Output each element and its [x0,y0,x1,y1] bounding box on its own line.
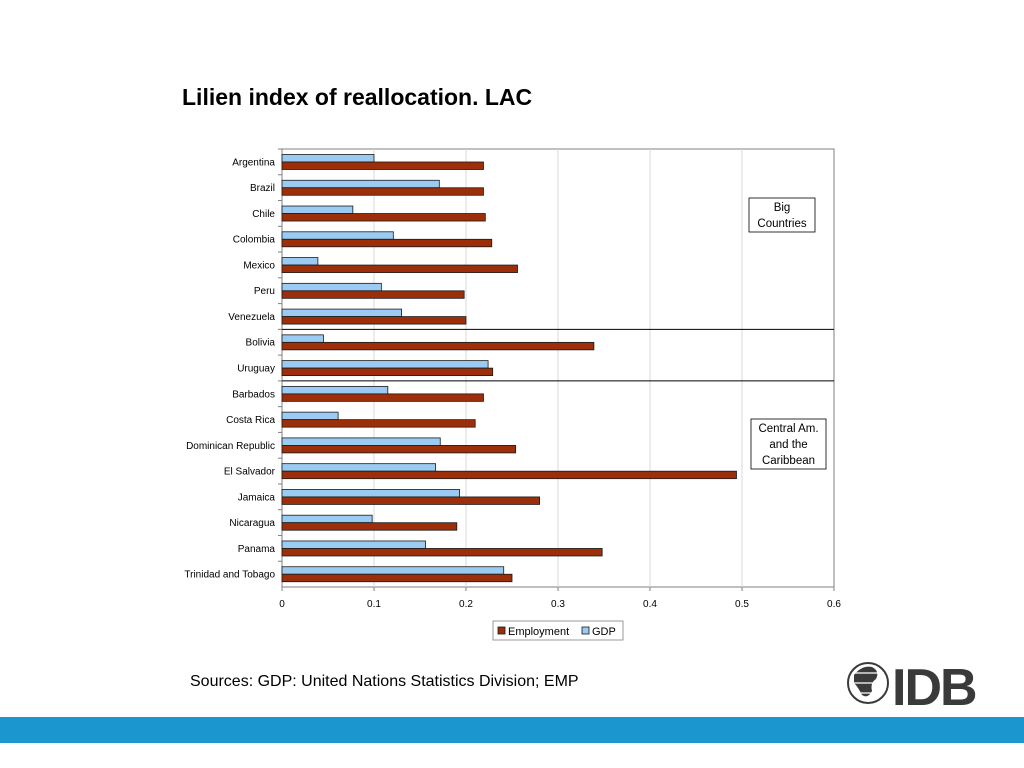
bar-gdp [281,437,441,446]
category-label: Brazil [250,183,275,194]
bar-gdp [281,231,394,240]
bar-employment [281,573,513,583]
bar-gdp [281,411,339,421]
bar-employment [281,264,518,273]
category-label: Argentina [232,157,275,168]
bar-gdp [281,154,375,163]
annotation-box [748,197,816,233]
group-dividers [282,328,834,382]
category-label: El Salvador [224,467,276,478]
bar-employment [281,187,484,196]
group-annotations: Big Countries Central Am. and the Caribbean [748,197,827,470]
bar-employment [281,341,595,351]
annotation-text: and the [769,439,807,451]
annotation-central-america-caribbean: Central Am. and the Caribbean [750,418,827,470]
bar-gdp [281,334,324,343]
tick-label: 0.6 [827,599,841,610]
bar-employment [281,445,517,454]
bar-employment [281,470,737,480]
bar-gdp [281,489,460,498]
category-label: Dominican Republic [186,441,275,452]
bar-gdp [281,540,426,549]
bar-employment [281,393,484,402]
tick-label: 0 [279,599,285,610]
legend-label-gdp: GDP [592,626,616,638]
category-label: Venezuela [228,312,275,323]
bar-gdp [281,514,373,524]
globe-icon [847,662,889,704]
bar-employment [281,290,465,299]
annotation-text: Central Am. [758,423,818,435]
logo-text: IDB [892,659,976,711]
bars [281,154,737,583]
category-label: Nicaragua [229,518,275,529]
bar-gdp [281,463,437,472]
x-axis-ticks: 0 0.1 0.2 0.3 0.4 0.5 0.6 [279,587,841,610]
category-label: Jamaica [238,492,276,503]
annotation-text: Countries [757,218,806,230]
bar-employment [281,316,467,325]
lilien-index-chart: Argentina Brazil Chile Colombia Mexico Peru Ve… [184,148,841,641]
category-label: Barbados [232,389,275,400]
legend-box [492,620,624,641]
category-label: Trinidad and Tobago [184,570,275,581]
bar-employment [281,496,541,505]
tick-label: 0.1 [367,599,381,610]
annotation-box [750,418,827,470]
bar-employment [281,161,484,170]
idb-logo: IDB [847,659,978,711]
footer-band [0,717,1024,743]
annotation-big-countries: Big Countries [748,197,816,233]
bar-employment [281,419,476,428]
category-label: Bolivia [246,338,276,349]
annotation-text: Big [774,202,791,214]
category-label: Mexico [243,260,275,271]
bar-gdp [281,385,389,395]
bar-gdp [281,179,440,189]
category-label: Chile [252,209,275,220]
category-label: Uruguay [237,364,275,375]
bar-gdp [281,205,354,214]
category-labels: Argentina Brazil Chile Colombia Mexico Peru Ve… [184,148,282,581]
bar-gdp [281,257,319,266]
bar-employment [281,213,486,222]
sources-note: Sources: GDP: United Nations Statistics … [190,673,579,690]
tick-label: 0.3 [551,599,565,610]
category-label: Colombia [233,235,276,246]
bar-gdp [281,282,382,292]
legend-swatch-employment [497,626,506,635]
tick-label: 0.2 [459,599,473,610]
bar-employment [281,238,493,248]
bar-employment [281,367,494,377]
slide-title: Lilien index of reallocation. LAC [182,84,533,110]
bar-gdp [281,308,402,317]
legend: Employment GDP [492,620,624,641]
category-label: Costa Rica [226,415,275,426]
bar-gdp [281,360,489,369]
legend-swatch-gdp [581,626,590,635]
legend-label-employment: Employment [508,626,569,638]
bar-employment [281,522,458,531]
annotation-text: Caribbean [762,455,815,467]
tick-label: 0.5 [735,599,749,610]
bar-gdp [281,566,505,575]
category-label: Peru [254,286,275,297]
tick-label: 0.4 [643,599,657,610]
category-label: Panama [238,544,276,555]
bar-employment [281,548,603,557]
